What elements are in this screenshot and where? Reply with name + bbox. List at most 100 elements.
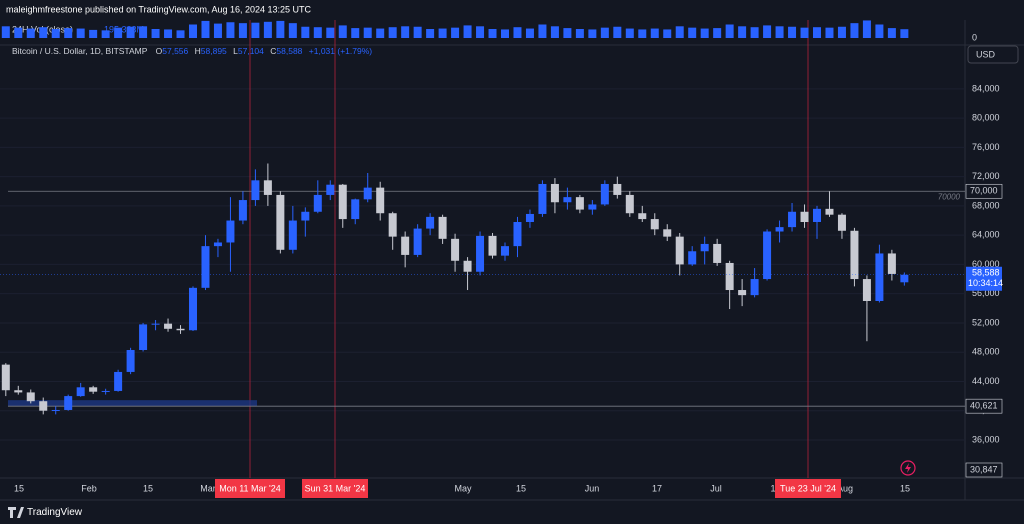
currency-button[interactable] [967,45,1019,64]
candle-body [613,183,622,195]
volume-bar [238,23,247,38]
candle-body [64,396,73,410]
candle-body [775,227,784,232]
candle-body [688,251,697,265]
volume-bar [276,20,285,38]
y-tick-label: 84,000 [972,83,1000,93]
volume-bar [900,29,909,38]
candle-body [363,187,372,200]
volume-zero: 0 [972,32,977,42]
volume-bar [538,24,547,38]
y-tick-label: 76,000 [972,142,1000,152]
candle-body [39,401,48,411]
volume-bar [713,28,722,38]
candle-body [126,350,135,372]
x-tick-label: Jun [585,483,600,493]
low-badge-label: 30,847 [970,464,998,474]
candle-body [513,222,522,247]
volume-bar [600,27,609,38]
candle-body [14,390,23,393]
volume-bar [663,29,672,38]
volume-bar [426,29,435,38]
candle-body [575,197,584,210]
candle-body [51,409,60,411]
candle-body [663,229,672,237]
legend-value: 58,588 [276,46,302,56]
x-tick-label: 15 [14,483,24,493]
annotation: 70000 [938,192,961,201]
y-tick-label: 64,000 [972,230,1000,240]
volume-bar [351,28,360,38]
volume-bar [164,29,173,38]
candle-body [313,194,322,212]
volume-bar [875,24,884,38]
y-tick-label: 44,000 [972,376,1000,386]
candle-body [151,323,160,325]
volume-bar [189,24,197,38]
volume-bar [488,29,497,38]
legend-label: L [233,46,238,56]
candle-body [837,214,846,231]
legend-label: H [195,46,201,56]
volume-bar [201,20,210,38]
price-badge-label: 70,000 [970,186,998,196]
candle-body [525,213,534,223]
volume-bar [738,26,747,38]
volume-bar [775,26,784,38]
candle-body [788,211,797,228]
low-badge [965,462,1003,478]
volume-bar [700,28,709,38]
volume-bar [613,26,622,38]
brand-logo: TradingView [8,507,83,518]
candle-body [89,387,98,392]
volume-bar [26,28,35,38]
volume-bar [126,26,135,38]
candle-body [738,290,747,296]
candle-body [164,323,173,329]
candle-body [862,279,871,301]
candle-body [401,236,410,255]
candle-body [189,287,197,331]
candle-body [476,235,485,272]
volume-bar [64,28,73,38]
volume-bar [251,22,260,38]
price-badge-label: 40,621 [970,401,998,411]
marker-label: Tue 23 Jul '24 [780,483,836,493]
header: maleighmfreestone published on TradingVi… [6,4,312,14]
volume-bar [51,29,60,38]
volume-bar [850,23,859,38]
alert-icon[interactable] [900,460,916,476]
candle-body [76,387,85,397]
candle-body [700,243,709,252]
candle-body [813,208,821,223]
volume-bar [800,27,809,38]
legend-change: +1,031 (+1.79%) [309,46,372,56]
legend-label: O [156,46,163,56]
volume-bar [788,26,797,38]
candle-body [600,183,609,205]
candle-body [288,220,297,250]
volume-bar [688,27,697,38]
brand: TradingView [27,507,83,518]
x-tick-label: 15 [516,483,526,493]
candle-body [451,238,460,261]
x-tick-label: Aug [837,483,853,493]
volume-bar [575,29,584,38]
volume-bar [288,23,297,38]
logo-mark [8,507,24,518]
volume-bar [376,28,385,38]
marker-label: Mon 11 Mar '24 [219,483,281,493]
currency[interactable]: USD [976,49,996,59]
price-badge [965,398,1003,414]
volume-bar [151,29,160,38]
candle-body [463,260,472,272]
candle-body [276,194,285,250]
candle-body [763,231,772,280]
legend-symbol: Bitcoin / U.S. Dollar, 1D, BITSTAMP [12,46,148,56]
y-tick-label: 52,000 [972,317,1000,327]
x-tick-label: Feb [81,483,97,493]
candle-body [326,184,335,195]
candle-body [875,253,884,301]
